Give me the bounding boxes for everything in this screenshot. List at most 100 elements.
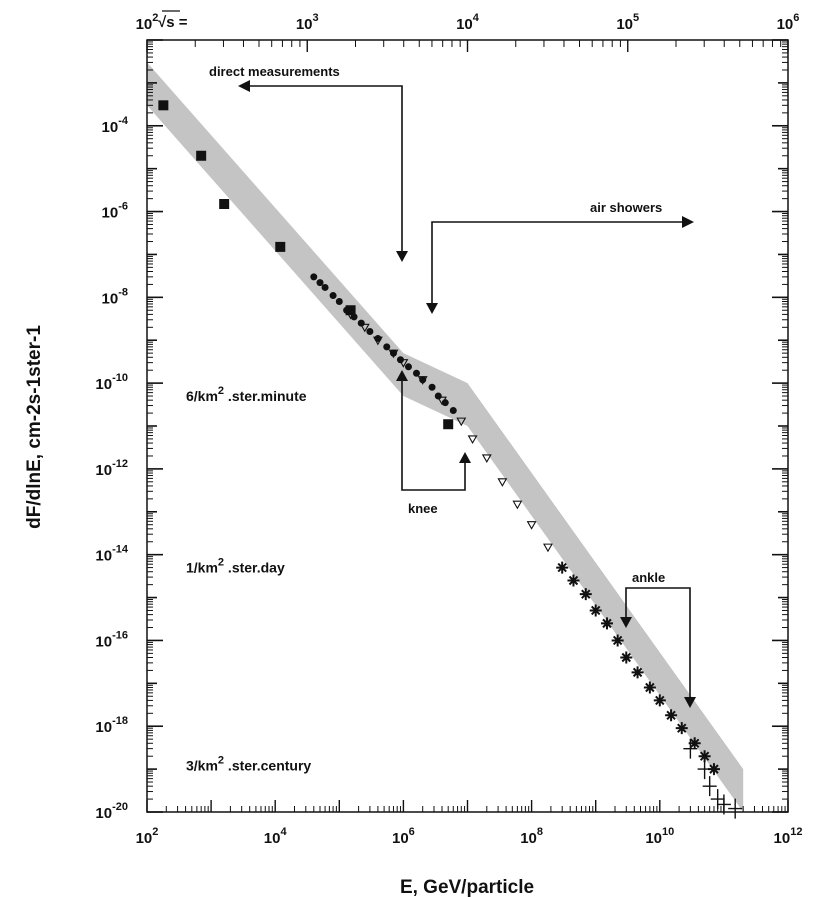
tick-exp: -10 bbox=[112, 372, 128, 384]
air-showers-arrow-right bbox=[682, 216, 694, 228]
tick-base: 10 bbox=[95, 805, 112, 822]
tick-base: 10 bbox=[95, 548, 112, 565]
data-point-star bbox=[707, 763, 720, 776]
y-tick-label: 10-14 bbox=[95, 544, 128, 565]
data-point-plus bbox=[710, 789, 725, 810]
y-tick-label: 10-4 bbox=[102, 115, 129, 136]
tick-base: 10 bbox=[95, 462, 112, 479]
data-point-triangle bbox=[467, 435, 478, 445]
data-point-circle bbox=[428, 383, 436, 391]
data-point-star bbox=[611, 634, 624, 647]
data-point-triangle bbox=[437, 396, 447, 406]
data-point-plus bbox=[683, 738, 698, 759]
tick-base: 10 bbox=[264, 830, 281, 847]
data-point-star bbox=[643, 681, 656, 694]
y-tick-label: 10-20 bbox=[95, 801, 128, 822]
tick-base: 10 bbox=[392, 830, 409, 847]
y-axis-title: dF/dlnE, cm-2s-1ster-1 bbox=[24, 325, 45, 529]
ankle-arrow-right bbox=[684, 697, 696, 708]
direct-measurements-line bbox=[246, 85, 403, 256]
rate-exp: 2 bbox=[218, 557, 224, 569]
tick-exp: -12 bbox=[112, 458, 128, 470]
tick-exp: 12 bbox=[790, 826, 802, 838]
y-tick-label: 10-8 bbox=[102, 286, 128, 307]
tick-exp: -8 bbox=[118, 286, 128, 298]
data-point-star bbox=[600, 617, 613, 630]
data-point-square bbox=[219, 199, 230, 210]
tick-base: 10 bbox=[136, 830, 153, 847]
tick-base: 10 bbox=[645, 830, 662, 847]
top-tick-label: 105 bbox=[616, 12, 639, 33]
rate-exp: 2 bbox=[218, 755, 224, 767]
rate-suffix: .ster.century bbox=[224, 758, 311, 774]
data-point-triangle bbox=[481, 454, 492, 464]
data-point-star bbox=[665, 709, 678, 722]
rate-suffix: .ster.minute bbox=[224, 388, 307, 404]
x-tick-label: 108 bbox=[520, 826, 543, 847]
tick-exp: 4 bbox=[473, 12, 480, 24]
data-point-circle bbox=[310, 273, 318, 281]
ankle-arrow-left bbox=[620, 617, 632, 628]
tick-exp: -14 bbox=[112, 544, 129, 556]
data-point-circle bbox=[321, 283, 329, 291]
tick-exp: 8 bbox=[537, 826, 543, 838]
data-point-triangle bbox=[417, 376, 428, 385]
tick-exp: 2 bbox=[152, 12, 158, 24]
data-point-circle bbox=[316, 279, 324, 287]
tick-exp: 4 bbox=[280, 826, 287, 838]
tick-base: 10 bbox=[102, 290, 119, 307]
data-point-square bbox=[443, 419, 454, 430]
data-point-star bbox=[631, 666, 644, 679]
x-tick-label: 104 bbox=[264, 826, 288, 847]
x-axis-title: E, GeV/particle bbox=[400, 877, 534, 897]
data-point-star bbox=[589, 604, 602, 617]
rate-prefix: 6/km bbox=[186, 388, 218, 404]
tick-base: 10 bbox=[616, 16, 633, 33]
data-point-star bbox=[556, 561, 569, 574]
data-point-plus bbox=[728, 798, 743, 819]
direct-measurements-label: direct measurements bbox=[209, 64, 340, 79]
tick-base: 10 bbox=[777, 16, 794, 33]
data-point-circle bbox=[366, 327, 374, 335]
data-point-star bbox=[579, 588, 592, 601]
tick-exp: 6 bbox=[409, 826, 415, 838]
data-point-star bbox=[567, 574, 580, 587]
data-point-square bbox=[345, 305, 356, 316]
top-tick-label: 104 bbox=[456, 12, 480, 33]
data-point-star bbox=[688, 737, 701, 750]
data-points-layer bbox=[158, 100, 743, 819]
axes-layer: 102 104 106 108 1010 101210-410-610-810-1010-… bbox=[24, 10, 803, 897]
data-point-circle bbox=[329, 292, 337, 300]
data-point-star bbox=[698, 750, 711, 763]
tick-exp: 3 bbox=[313, 12, 319, 24]
tick-base: 10 bbox=[774, 830, 791, 847]
y-tick-label: 10-18 bbox=[95, 715, 128, 736]
tick-exp: 6 bbox=[793, 12, 799, 24]
data-point-star bbox=[675, 722, 688, 735]
data-point-triangle bbox=[456, 417, 467, 427]
rate-label: 3/km2 .ster.century bbox=[186, 755, 311, 774]
tick-base: 10 bbox=[520, 830, 537, 847]
data-point-circle bbox=[449, 406, 457, 414]
tick-base: 10 bbox=[136, 16, 153, 33]
data-point-triangle bbox=[526, 521, 537, 530]
tick-base: 10 bbox=[95, 633, 112, 650]
data-point-plus bbox=[702, 776, 717, 797]
y-tick-label: 10-12 bbox=[95, 458, 128, 479]
y-tick-label: 10-10 bbox=[95, 372, 128, 393]
data-point-circle bbox=[404, 363, 412, 371]
top-tick-label: 102 bbox=[136, 12, 159, 33]
rate-label: 1/km2 .ster.day bbox=[186, 557, 285, 576]
rate-suffix: .ster.day bbox=[224, 560, 285, 576]
data-point-circle bbox=[357, 319, 365, 327]
x-tick-label: 1012 bbox=[774, 826, 803, 847]
data-point-square bbox=[158, 100, 169, 111]
data-point-triangle bbox=[372, 336, 383, 346]
tick-exp: -16 bbox=[112, 629, 128, 641]
air-showers-arrow-down bbox=[426, 303, 438, 314]
tick-exp: 5 bbox=[633, 12, 639, 24]
data-point-plus bbox=[716, 794, 731, 815]
top-axis-label: √s = bbox=[158, 14, 188, 31]
data-point-circle bbox=[434, 392, 442, 400]
